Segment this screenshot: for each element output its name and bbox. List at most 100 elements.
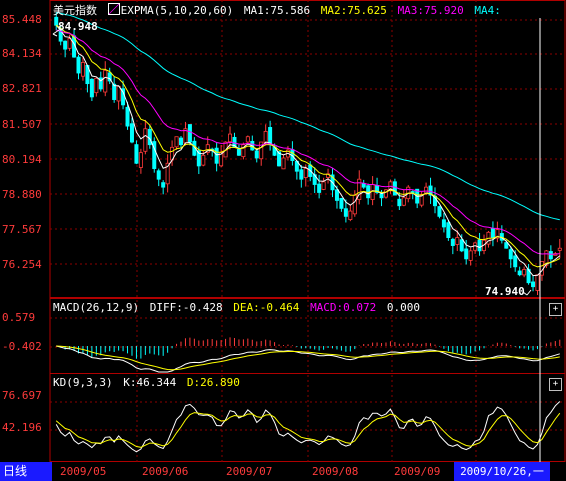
candle-body — [125, 106, 130, 127]
candle-body — [299, 169, 304, 180]
candle-body — [214, 147, 219, 164]
candle-body — [495, 229, 500, 239]
candle-body — [94, 77, 99, 94]
candle-body — [205, 144, 210, 153]
candle-body — [259, 141, 264, 160]
kd-d-line — [55, 412, 561, 448]
cursor-date: 2009/10/26,一 — [454, 462, 550, 481]
y-tick-1: 84.134 — [2, 47, 42, 60]
candle-body — [339, 197, 344, 209]
candle-body — [410, 191, 415, 193]
candle-body — [459, 239, 464, 252]
macd-y-tick-1: -0.402 — [2, 340, 42, 353]
kd-label[interactable]: KD(9,3,3) — [53, 376, 113, 389]
candle-body — [441, 219, 446, 228]
candle-body — [147, 128, 152, 146]
candle-body — [428, 185, 433, 196]
candle-body — [103, 69, 108, 93]
candle-body — [468, 250, 473, 261]
ma1-value: MA1:75.586 — [243, 4, 311, 17]
ma4-value: MA4: — [474, 4, 501, 17]
candle-body — [490, 227, 495, 239]
indicator-name[interactable]: EXPMA(5,10,20,60) — [120, 4, 234, 17]
y-tick-5: 78.880 — [2, 188, 42, 201]
candle-body — [281, 157, 286, 170]
candle-body — [397, 198, 402, 207]
ma2-line — [55, 24, 561, 268]
candle-body — [245, 136, 250, 143]
candle-body — [392, 181, 397, 196]
candle-body — [357, 178, 362, 200]
candle-body — [67, 38, 72, 49]
kd-y-tick-1: 42.196 — [2, 421, 42, 434]
candle-body — [450, 238, 455, 246]
candle-body — [112, 83, 117, 100]
candle-body — [241, 144, 246, 158]
candle-body — [187, 124, 192, 143]
index-title: 美元指数 — [53, 4, 97, 17]
candle-body — [268, 127, 273, 146]
macd-plus-button[interactable]: + — [549, 303, 562, 316]
moving-average-lines — [55, 11, 561, 277]
macd-diff-line — [56, 345, 560, 373]
candle-body — [161, 182, 166, 188]
macd-dea: DEA:-0.464 — [233, 301, 300, 314]
candle-body — [129, 123, 134, 143]
candle-body — [317, 183, 322, 193]
macd-label[interactable]: MACD(26,12,9) — [53, 301, 140, 314]
candle-body — [343, 208, 348, 217]
macd-value: MACD:0.072 — [310, 301, 377, 314]
macd-dea-line — [56, 345, 560, 371]
ma4-line — [56, 11, 560, 221]
ma2-value: MA2:75.625 — [320, 4, 387, 17]
macd-extra: 0.000 — [386, 301, 421, 314]
macd-diff: DIFF:-0.428 — [149, 301, 223, 314]
candle-body — [508, 249, 513, 260]
ma3-line — [56, 29, 560, 255]
candle-body — [517, 270, 522, 276]
y-tick-3: 81.507 — [2, 118, 42, 131]
kd-d: D:26.890 — [186, 376, 240, 389]
candle-body — [361, 183, 366, 188]
candle-body — [383, 189, 388, 198]
candle-body — [107, 72, 112, 82]
candle-body — [401, 197, 406, 206]
candle-body — [544, 250, 549, 266]
low-annotation: 74.940 — [485, 285, 525, 298]
macd-lines — [56, 345, 560, 373]
kd-k-line — [55, 401, 561, 453]
candle-body — [419, 194, 424, 206]
candle-body — [165, 162, 170, 185]
candle-body — [321, 181, 326, 190]
candle-body — [352, 194, 357, 215]
macd-header: MACD(26,12,9) DIFF:-0.428 DEA:-0.464 MAC… — [53, 302, 420, 314]
candle-body — [134, 144, 139, 164]
expma-icon[interactable] — [107, 3, 120, 15]
high-annotation: 84.948 — [58, 20, 98, 33]
candle-body — [504, 242, 509, 249]
kd-header: KD(9,3,3) K:46.344 D:26.890 — [53, 377, 240, 389]
candle-body — [513, 255, 518, 268]
period-selector[interactable]: 日线 — [0, 462, 52, 481]
low-marker — [522, 289, 532, 296]
candle-body — [80, 62, 85, 77]
date-label-2: 2009/07 — [226, 465, 273, 478]
kd-plus-button[interactable]: + — [549, 378, 562, 391]
candle-body — [531, 281, 536, 288]
candle-body — [178, 137, 183, 146]
candle-body — [334, 189, 339, 201]
kd-lines — [55, 401, 561, 453]
candle-body — [236, 148, 241, 156]
kd-y-tick-0: 76.697 — [2, 389, 42, 402]
candle-body — [138, 152, 143, 168]
candle-body — [143, 128, 148, 152]
candle-body — [156, 170, 161, 180]
date-label-0: 2009/05 — [60, 465, 107, 478]
candle-body — [464, 248, 469, 260]
high-marker — [52, 29, 60, 37]
candle-body — [522, 269, 527, 276]
candle-body — [477, 239, 482, 252]
candle-body — [174, 136, 179, 148]
candle-body — [98, 77, 103, 90]
